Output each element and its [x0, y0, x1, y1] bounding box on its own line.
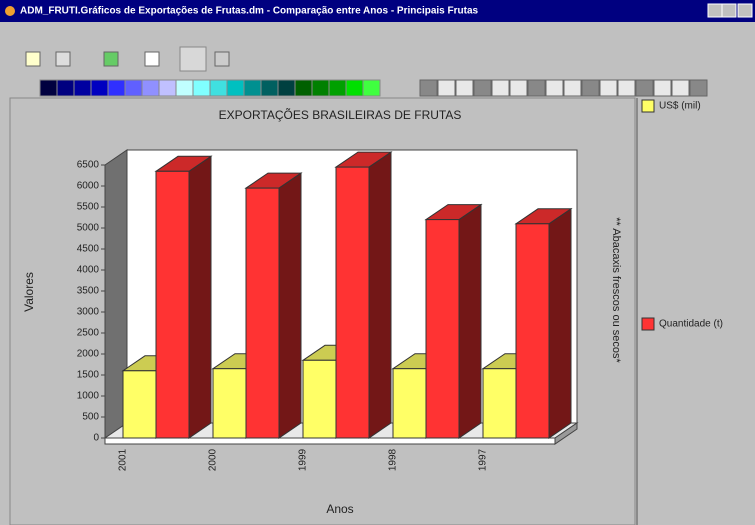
pattern-swatch [545, 79, 564, 97]
legend-label: Quantidade (t) [659, 319, 723, 330]
chart-title: EXPORTAÇÕES BRASILEIRAS DE FRUTAS [219, 107, 462, 122]
bar-side [368, 151, 392, 439]
palette-swatch[interactable] [362, 79, 381, 97]
minimize-button[interactable] [707, 3, 723, 18]
x-tick-label: 1997 [478, 448, 489, 471]
bar-side [278, 172, 302, 439]
palette-swatch[interactable] [328, 79, 347, 97]
y-axis-label: Valores [22, 272, 36, 312]
x-axis-label: Anos [326, 502, 353, 516]
palette-swatch[interactable] [124, 79, 143, 97]
x-tick-label: 1999 [298, 448, 309, 471]
floor-edge [104, 437, 556, 445]
bar [392, 368, 427, 439]
legend-swatch [641, 99, 655, 113]
y-tick-label: 500 [82, 412, 99, 423]
pattern-swatch [653, 79, 672, 97]
y-tick-label: 5000 [77, 223, 100, 234]
palette-swatch[interactable] [345, 79, 364, 97]
palette-swatch[interactable] [107, 79, 126, 97]
pattern-swatch [491, 79, 510, 97]
window-title: ADM_FRUTI.Gráficos de Exportações de Fru… [20, 6, 479, 17]
palette-swatch[interactable] [141, 79, 160, 97]
pattern-swatch [671, 79, 690, 97]
x-tick-label: 1998 [388, 448, 399, 471]
pattern-swatch [635, 79, 654, 97]
bar [245, 187, 280, 439]
pattern-swatch [437, 79, 456, 97]
bar [425, 219, 460, 439]
y-tick-label: 2000 [77, 349, 100, 360]
palette-swatch[interactable] [175, 79, 194, 97]
y-tick-label: 2500 [77, 328, 100, 339]
pattern-swatch [563, 79, 582, 97]
y-tick-label: 4500 [77, 244, 100, 255]
x-tick-label: 2001 [118, 448, 129, 471]
x-tick-label: 2000 [208, 448, 219, 471]
palette-swatch[interactable] [311, 79, 330, 97]
palette-swatch[interactable] [294, 79, 313, 97]
palette-swatch[interactable] [90, 79, 109, 97]
palette-swatch[interactable] [277, 79, 296, 97]
y-tick-label: 5500 [77, 202, 100, 213]
y-tick-label: 3000 [77, 307, 100, 318]
palette-swatch[interactable] [73, 79, 92, 97]
bar [122, 370, 157, 439]
tool-table[interactable] [144, 51, 160, 67]
y-tick-label: 1000 [77, 391, 100, 402]
chart-subtitle: ** Abacaxis frescos ou secos* [610, 217, 622, 363]
legend-swatch [641, 317, 655, 331]
toolbar [25, 46, 230, 72]
bar [155, 170, 190, 439]
tool-chart[interactable] [103, 51, 119, 67]
palette-swatch[interactable] [158, 79, 177, 97]
pattern-swatch [599, 79, 618, 97]
color-palette [39, 79, 708, 97]
tool-font[interactable] [214, 51, 230, 67]
pattern-swatch [509, 79, 528, 97]
app-icon [5, 6, 15, 16]
palette-swatch[interactable] [192, 79, 211, 97]
y-tick-label: 6000 [77, 181, 100, 192]
bar [212, 368, 247, 439]
palette-swatch[interactable] [243, 79, 262, 97]
bar-side [458, 203, 482, 439]
maximize-button[interactable] [721, 3, 737, 18]
bar-side [188, 155, 212, 439]
pattern-swatch [419, 79, 438, 97]
bar [515, 223, 550, 439]
close-button[interactable] [737, 3, 753, 18]
y-tick-label: 1500 [77, 370, 100, 381]
y-tick-label: 3500 [77, 286, 100, 297]
tool-print[interactable] [55, 51, 71, 67]
bar [302, 359, 337, 439]
palette-swatch[interactable] [209, 79, 228, 97]
legend-label: US$ (mil) [659, 101, 701, 112]
palette-swatch[interactable] [56, 79, 75, 97]
pattern-swatch [689, 79, 708, 97]
palette-swatch[interactable] [39, 79, 58, 97]
pattern-swatch [617, 79, 636, 97]
y-tick-label: 0 [93, 433, 99, 444]
pattern-swatch [581, 79, 600, 97]
bar [335, 166, 370, 439]
pattern-swatch [527, 79, 546, 97]
title-bar [0, 0, 755, 22]
pattern-swatch [455, 79, 474, 97]
pattern-swatch [473, 79, 492, 97]
floor-edge-side [554, 422, 578, 445]
bar-side [548, 207, 572, 439]
y-tick-label: 4000 [77, 265, 100, 276]
tool-3d[interactable] [179, 46, 207, 72]
palette-swatch[interactable] [260, 79, 279, 97]
palette-swatch[interactable] [226, 79, 245, 97]
y-tick-label: 6500 [77, 160, 100, 171]
tool-copy[interactable] [25, 51, 41, 67]
bar [482, 368, 517, 439]
